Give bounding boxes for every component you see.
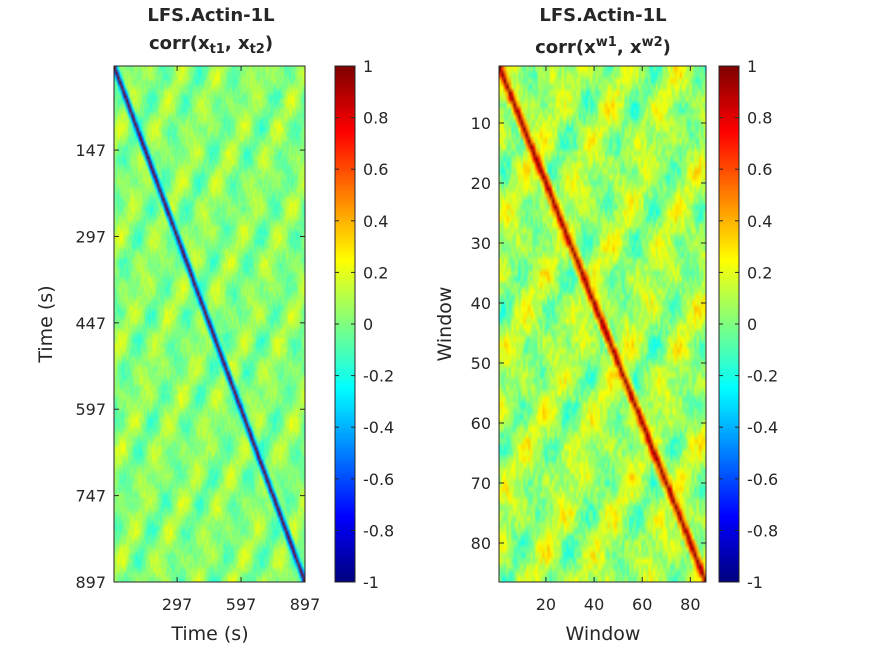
heatmap-image [499, 66, 706, 582]
colorbar-tick-label: 0.6 [363, 160, 388, 179]
x-tick-label: 60 [632, 595, 652, 614]
title-line-1: LFS.Actin-1L [539, 5, 666, 26]
colorbar [335, 66, 355, 582]
heatmap-image [114, 66, 305, 582]
y-tick-label: 447 [75, 314, 106, 333]
y-tick-label: 70 [471, 474, 491, 493]
colorbar-tick-label: 1 [363, 57, 373, 76]
x-axis-label: Window [566, 623, 641, 645]
colorbar-tick-label: -0.8 [363, 521, 394, 540]
colorbar-tick-label: -0.6 [747, 470, 778, 489]
y-tick-label: 597 [75, 400, 106, 419]
colorbar-tick-label: -0.4 [747, 418, 778, 437]
x-tick-label: 40 [584, 595, 604, 614]
x-tick-label: 20 [536, 595, 556, 614]
colorbar-tick-label: -0.8 [747, 521, 778, 540]
colorbar-tick-label: 0.2 [363, 263, 388, 282]
colorbar-tick-label: 0.8 [363, 109, 388, 128]
colorbar-tick-label: 1 [747, 57, 757, 76]
time-correlation-panel: LFS.Actin-1L corr(xt1, xt2) 297 597 897 147… [35, 5, 394, 645]
window-correlation-panel: LFS.Actin-1L corr(xw1, xw2) 20 40 60 801020… [434, 5, 778, 645]
colorbar-tick-label: 0 [747, 315, 757, 334]
x-tick-label: 897 [290, 595, 321, 614]
axes-box [498, 65, 707, 583]
colorbar-ticks: -1 -0.8 -0.6 -0.4 -0.2 0 0.2 0.4 0.6 0.8 1 [335, 57, 394, 592]
y-tick-label: 10 [471, 114, 491, 133]
y-tick-label: 20 [471, 174, 491, 193]
colorbar-tick-label: -0.6 [363, 470, 394, 489]
colorbar-tick-label: -1 [363, 573, 379, 592]
colorbar-ticks: -1 -0.8 -0.6 -0.4 -0.2 0 0.2 0.4 0.6 0.8 1 [719, 57, 778, 592]
y-tick-label: 60 [471, 414, 491, 433]
y-axis-label: Window [434, 287, 456, 362]
colorbar-tick-label: 0.6 [747, 160, 772, 179]
axis-ticks: 20 40 60 80 10 20 30 40 50 60 70 80 [471, 66, 706, 614]
y-tick-label: 747 [75, 487, 106, 506]
colorbar-tick-label: 0.4 [363, 212, 388, 231]
y-tick-label: 80 [471, 534, 491, 553]
colorbar-tick-label: -0.2 [747, 367, 778, 386]
title-line-2: corr(xw1, xw2) [535, 35, 671, 59]
colorbar-tick-label: -0.4 [363, 418, 394, 437]
y-tick-label: 147 [75, 141, 106, 160]
colorbar [719, 66, 739, 582]
y-tick-label: 50 [471, 354, 491, 373]
colorbar-tick-label: 0 [363, 315, 373, 334]
axes-box [113, 65, 306, 583]
y-tick-label: 297 [75, 227, 106, 246]
axis-ticks: 297 597 897 147 297 447 597 747 897 [75, 66, 320, 614]
x-axis-label: Time (s) [170, 623, 248, 645]
x-tick-label: 80 [680, 595, 700, 614]
colorbar-tick-label: 0.8 [747, 109, 772, 128]
colorbar-tick-label: 0.2 [747, 263, 772, 282]
colorbar-tick-label: -0.2 [363, 367, 394, 386]
x-tick-label: 597 [226, 595, 257, 614]
title-line-1: LFS.Actin-1L [147, 5, 274, 26]
y-axis-label: Time (s) [35, 285, 57, 363]
y-tick-label: 40 [471, 294, 491, 313]
colorbar-tick-label: 0.4 [747, 212, 772, 231]
title-line-2: corr(xt1, xt2) [149, 33, 273, 57]
y-tick-label: 897 [75, 573, 106, 592]
colorbar-tick-label: -1 [747, 573, 763, 592]
y-tick-label: 30 [471, 234, 491, 253]
x-tick-label: 297 [162, 595, 193, 614]
